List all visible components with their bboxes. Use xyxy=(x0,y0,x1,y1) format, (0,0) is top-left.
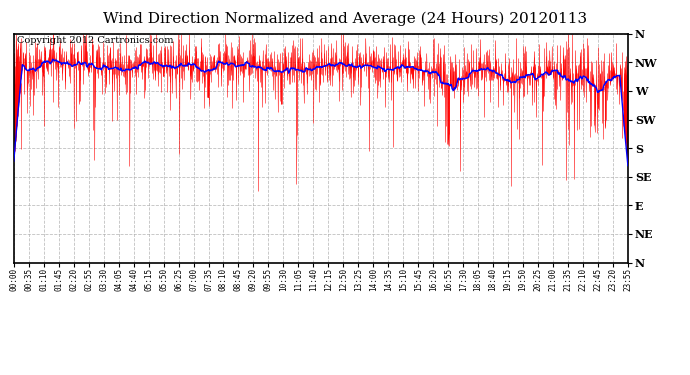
Text: Wind Direction Normalized and Average (24 Hours) 20120113: Wind Direction Normalized and Average (2… xyxy=(103,11,587,26)
Text: Copyright 2012 Cartronics.com: Copyright 2012 Cartronics.com xyxy=(17,36,173,45)
